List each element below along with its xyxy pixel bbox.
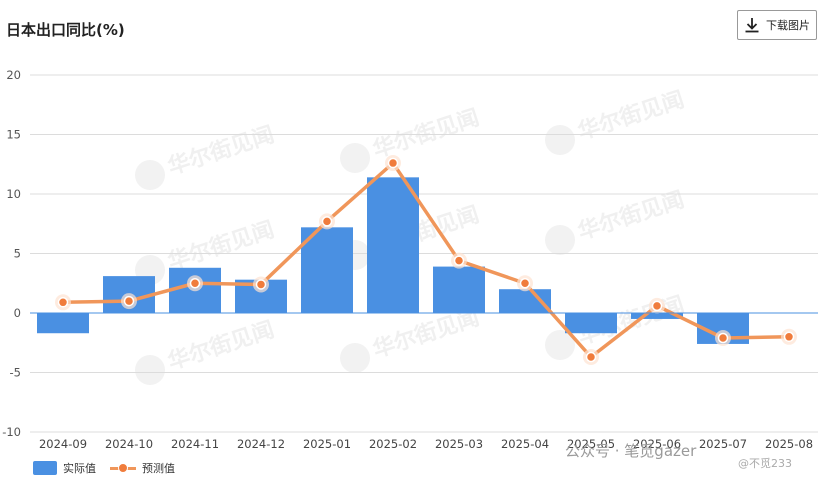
watermark-logo-icon — [545, 225, 575, 255]
forecast-point — [453, 255, 465, 266]
forecast-point — [783, 331, 795, 343]
x-tick-label: 2024-09 — [39, 437, 87, 451]
x-tick-label: 2025-01 — [303, 437, 351, 451]
legend-swatch-line — [110, 461, 136, 475]
chart-title: 日本出口同比(%) — [6, 21, 125, 39]
bar — [367, 177, 419, 313]
forecast-line — [62, 161, 790, 359]
watermark-logo-text: 华尔街见闻 — [370, 105, 483, 164]
y-tick-label: 15 — [6, 128, 21, 142]
watermark-logo-text: 华尔街见闻 — [165, 217, 278, 276]
y-tick-label: 20 — [6, 68, 21, 82]
bar — [433, 266, 485, 313]
x-tick-label: 2024-10 — [105, 437, 153, 451]
bar — [37, 313, 89, 334]
y-tick-label: 0 — [14, 306, 21, 320]
x-tick-label: 2025-04 — [501, 437, 549, 451]
watermark-logo-icon — [135, 355, 165, 385]
bar-layer — [37, 177, 749, 344]
x-tick-label: 2025-08 — [765, 437, 813, 451]
download-label: 下载图片 — [766, 19, 810, 32]
watermark-logo-icon — [545, 330, 575, 360]
bar — [631, 313, 683, 319]
download-icon — [745, 18, 759, 33]
axis-layer: -10 -5 0 5 10 15 20 2024-09 2024-10 2024-11 2024-1… — [2, 68, 818, 451]
bar — [301, 227, 353, 313]
legend-label-forecast: 预测值 — [142, 462, 175, 475]
x-tick-label: 2025-06 — [633, 437, 681, 451]
legend-label-actual: 实际值 — [63, 462, 96, 475]
x-tick-label: 2024-11 — [171, 437, 219, 451]
watermark-footer: 公众号 · 笔觅gazer — [565, 442, 697, 460]
watermark-footer-sub: @不觅233 — [738, 457, 792, 470]
x-tick-label: 2025-03 — [435, 437, 483, 451]
forecast-point — [321, 216, 333, 227]
watermark-logo-icon — [340, 143, 370, 173]
forecast-point — [651, 300, 663, 312]
forecast-point — [387, 157, 399, 169]
forecast-point — [717, 332, 729, 344]
y-tick-label: 10 — [6, 187, 21, 201]
download-image-button[interactable]: 下载图片 — [737, 10, 817, 40]
legend-item-actual[interactable]: 实际值 — [33, 460, 96, 476]
forecast-point — [189, 278, 201, 289]
forecast-point — [255, 279, 267, 290]
watermark-logo-icon — [340, 343, 370, 373]
legend-swatch-bar — [33, 461, 57, 475]
watermark-logo-text: 华尔街见闻 — [575, 87, 688, 146]
x-tick-label: 2025-02 — [369, 437, 417, 451]
forecast-point — [585, 351, 597, 363]
watermark-logo-icon — [545, 125, 575, 155]
bar — [499, 289, 551, 313]
y-tick-label: -10 — [2, 425, 21, 439]
forecast-point — [519, 278, 531, 289]
legend-item-forecast[interactable]: 预测值 — [110, 460, 175, 476]
watermark-logo-text: 华尔街见闻 — [165, 317, 278, 376]
forecast-point — [57, 297, 69, 308]
line-layer — [55, 155, 797, 366]
y-tick-label: 5 — [14, 247, 21, 261]
x-tick-label: 2025-07 — [699, 437, 747, 451]
legend: 实际值 预测值 — [33, 460, 189, 476]
watermark-logo-icon — [135, 160, 165, 190]
y-tick-label: -5 — [10, 366, 21, 380]
x-tick-label: 2025-05 — [567, 437, 615, 451]
x-tick-label: 2024-12 — [237, 437, 285, 451]
watermark-logo-text: 华尔街见闻 — [165, 122, 278, 181]
forecast-point — [123, 295, 135, 307]
watermark-logo-text: 华尔街见闻 — [575, 187, 688, 246]
bar — [565, 313, 617, 334]
grid-layer — [30, 74, 818, 433]
